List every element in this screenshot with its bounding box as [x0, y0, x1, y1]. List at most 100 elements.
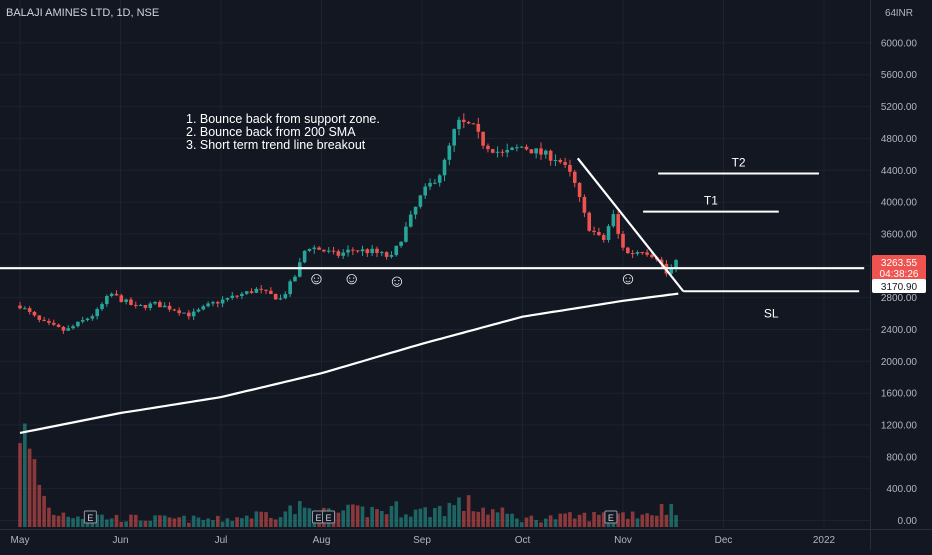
candle-body: [384, 252, 389, 257]
price-axis-tick-label: 4800.00: [881, 134, 918, 145]
bounce-smile-icon: ☺: [619, 269, 636, 288]
candle-body: [669, 267, 674, 274]
candle-body: [42, 319, 46, 321]
volume-bar: [529, 515, 534, 527]
last-price-badge[interactable]: [872, 255, 926, 281]
time-axis-label: Jul: [215, 535, 228, 546]
volume-bar: [264, 512, 268, 527]
volume-bar: [138, 520, 143, 527]
sl-price-value: 3170.90: [881, 282, 918, 293]
volume-bar: [413, 509, 418, 527]
volume-bar: [452, 505, 456, 527]
candle-body: [61, 326, 66, 331]
candle-body: [283, 294, 288, 299]
candle-body: [380, 252, 384, 254]
candle-body: [23, 308, 27, 310]
volume-bar: [148, 520, 153, 527]
volume-bar: [495, 512, 500, 527]
candle-body: [365, 249, 370, 254]
candle-body: [389, 255, 394, 257]
candle-body: [568, 164, 572, 172]
volume-bar: [220, 521, 225, 527]
volume-bar: [490, 509, 495, 527]
volume-bar: [500, 507, 505, 527]
candle-body: [37, 315, 42, 320]
volume-bar: [572, 518, 577, 527]
volume-bar: [240, 518, 244, 527]
candle-body: [490, 149, 495, 153]
volume-bar: [568, 512, 572, 527]
volume-bar: [293, 514, 297, 527]
volume-bar: [191, 515, 196, 527]
candle-body: [548, 150, 553, 161]
volume-bar: [100, 514, 104, 527]
volume-bar: [505, 513, 510, 527]
candle-body: [312, 247, 317, 249]
note-line-2: 2. Bounce back from 200 SMA: [186, 125, 356, 139]
volume-bar: [404, 514, 408, 527]
candle-body: [437, 175, 442, 183]
candle-body: [471, 123, 476, 125]
candle-body: [336, 251, 341, 256]
volume-bar: [370, 506, 374, 527]
volume-bar: [61, 512, 66, 527]
volume-bar: [351, 504, 355, 527]
volume-bar: [674, 515, 678, 527]
volume-bar: [669, 503, 674, 527]
price-axis-tick-label: 2000.00: [881, 357, 918, 368]
price-axis-tick-label: 4000.00: [881, 198, 918, 209]
candle-body: [355, 250, 360, 252]
candle-body: [674, 260, 678, 268]
volume-bar: [524, 517, 529, 527]
candle-body: [172, 309, 177, 311]
volume-bar: [428, 517, 432, 527]
drawing-layer[interactable]: [0, 157, 865, 293]
volume-bar: [587, 521, 592, 527]
volume-bar: [582, 512, 587, 527]
candle-layer: [18, 113, 678, 334]
candle-body: [539, 148, 543, 155]
candle-body: [659, 259, 664, 264]
last-price-value: 3263.55: [881, 258, 918, 269]
candle-body: [553, 160, 558, 162]
volume-bar: [66, 516, 71, 527]
volume-bar: [659, 504, 664, 527]
candle-body: [524, 146, 529, 150]
candle-body: [162, 305, 167, 308]
earnings-marker-label: E: [326, 513, 332, 523]
time-axis-label: Aug: [313, 535, 331, 546]
candle-body: [587, 212, 592, 231]
volume-bar: [510, 513, 514, 527]
volume-bar: [129, 514, 133, 527]
candle-body: [109, 293, 114, 296]
volume-bar: [244, 515, 249, 527]
price-axis-tick-label: 4400.00: [881, 166, 918, 177]
volume-bar: [278, 517, 283, 527]
candle-body: [370, 248, 374, 254]
sl-price-badge[interactable]: [872, 279, 926, 293]
candle-body: [100, 304, 104, 310]
price-axis-tick-label: 400.00: [886, 484, 917, 495]
candle-body: [240, 293, 244, 297]
sma-200-line: [19, 292, 679, 434]
volume-bar: [621, 512, 625, 527]
volume-bar: [601, 512, 606, 527]
volume-bar: [307, 508, 312, 527]
candle-body: [626, 247, 630, 254]
volume-bar: [302, 507, 307, 527]
note-line-3: 3. Short term trend line breakout: [186, 138, 366, 152]
candle-body: [105, 295, 109, 305]
volume-bar: [249, 518, 254, 527]
volume-bar: [297, 501, 302, 527]
earnings-marker-label: E: [608, 513, 614, 523]
volume-bar: [534, 519, 538, 527]
trend-line[interactable]: [576, 157, 685, 292]
candle-body: [462, 119, 466, 123]
price-axis-tick-label: 0.00: [898, 516, 918, 527]
volume-bar: [230, 520, 235, 527]
volume-bar: [42, 495, 46, 527]
